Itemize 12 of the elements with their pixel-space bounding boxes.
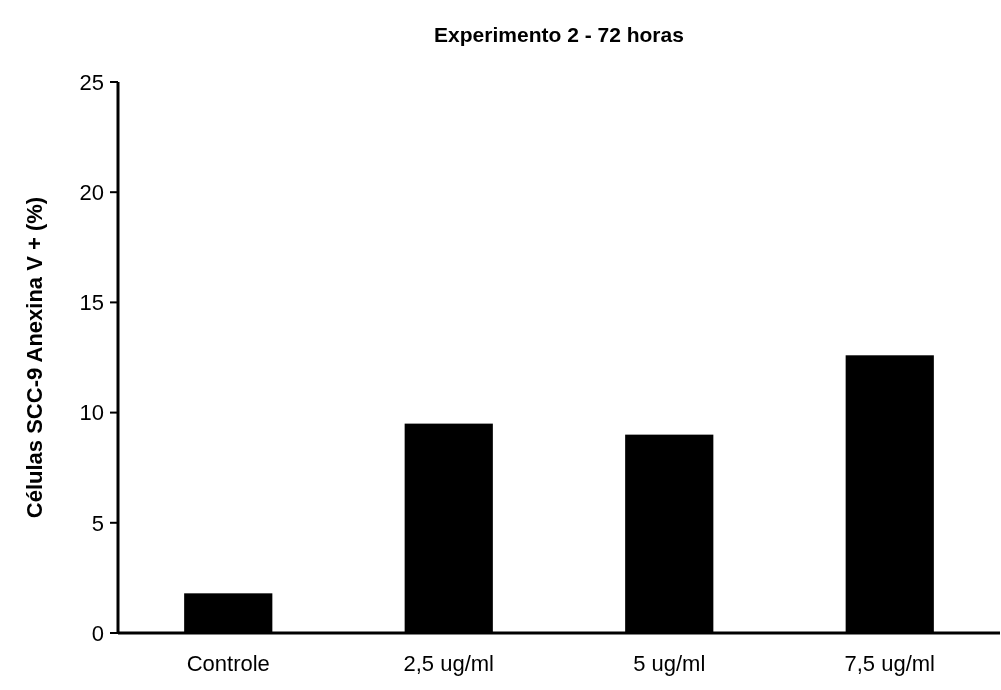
x-tick-label: Controle xyxy=(186,651,270,676)
x-tick-label: 7,5 ug/ml xyxy=(844,651,935,676)
y-tick-label: 5 xyxy=(91,510,104,536)
y-tick-label: 15 xyxy=(79,290,104,316)
y-tick-label: 0 xyxy=(91,620,104,646)
y-tick-label: 20 xyxy=(79,179,104,205)
x-tick-label: 5 ug/ml xyxy=(633,651,706,676)
chart-title: Experimento 2 - 72 horas xyxy=(434,23,684,46)
y-tick-label: 10 xyxy=(79,400,104,426)
y-axis-title: Células SCC-9 Anexina V + (%) xyxy=(22,196,47,519)
y-tick-label: 25 xyxy=(79,69,104,95)
x-tick-label: 2,5 ug/ml xyxy=(403,651,494,676)
